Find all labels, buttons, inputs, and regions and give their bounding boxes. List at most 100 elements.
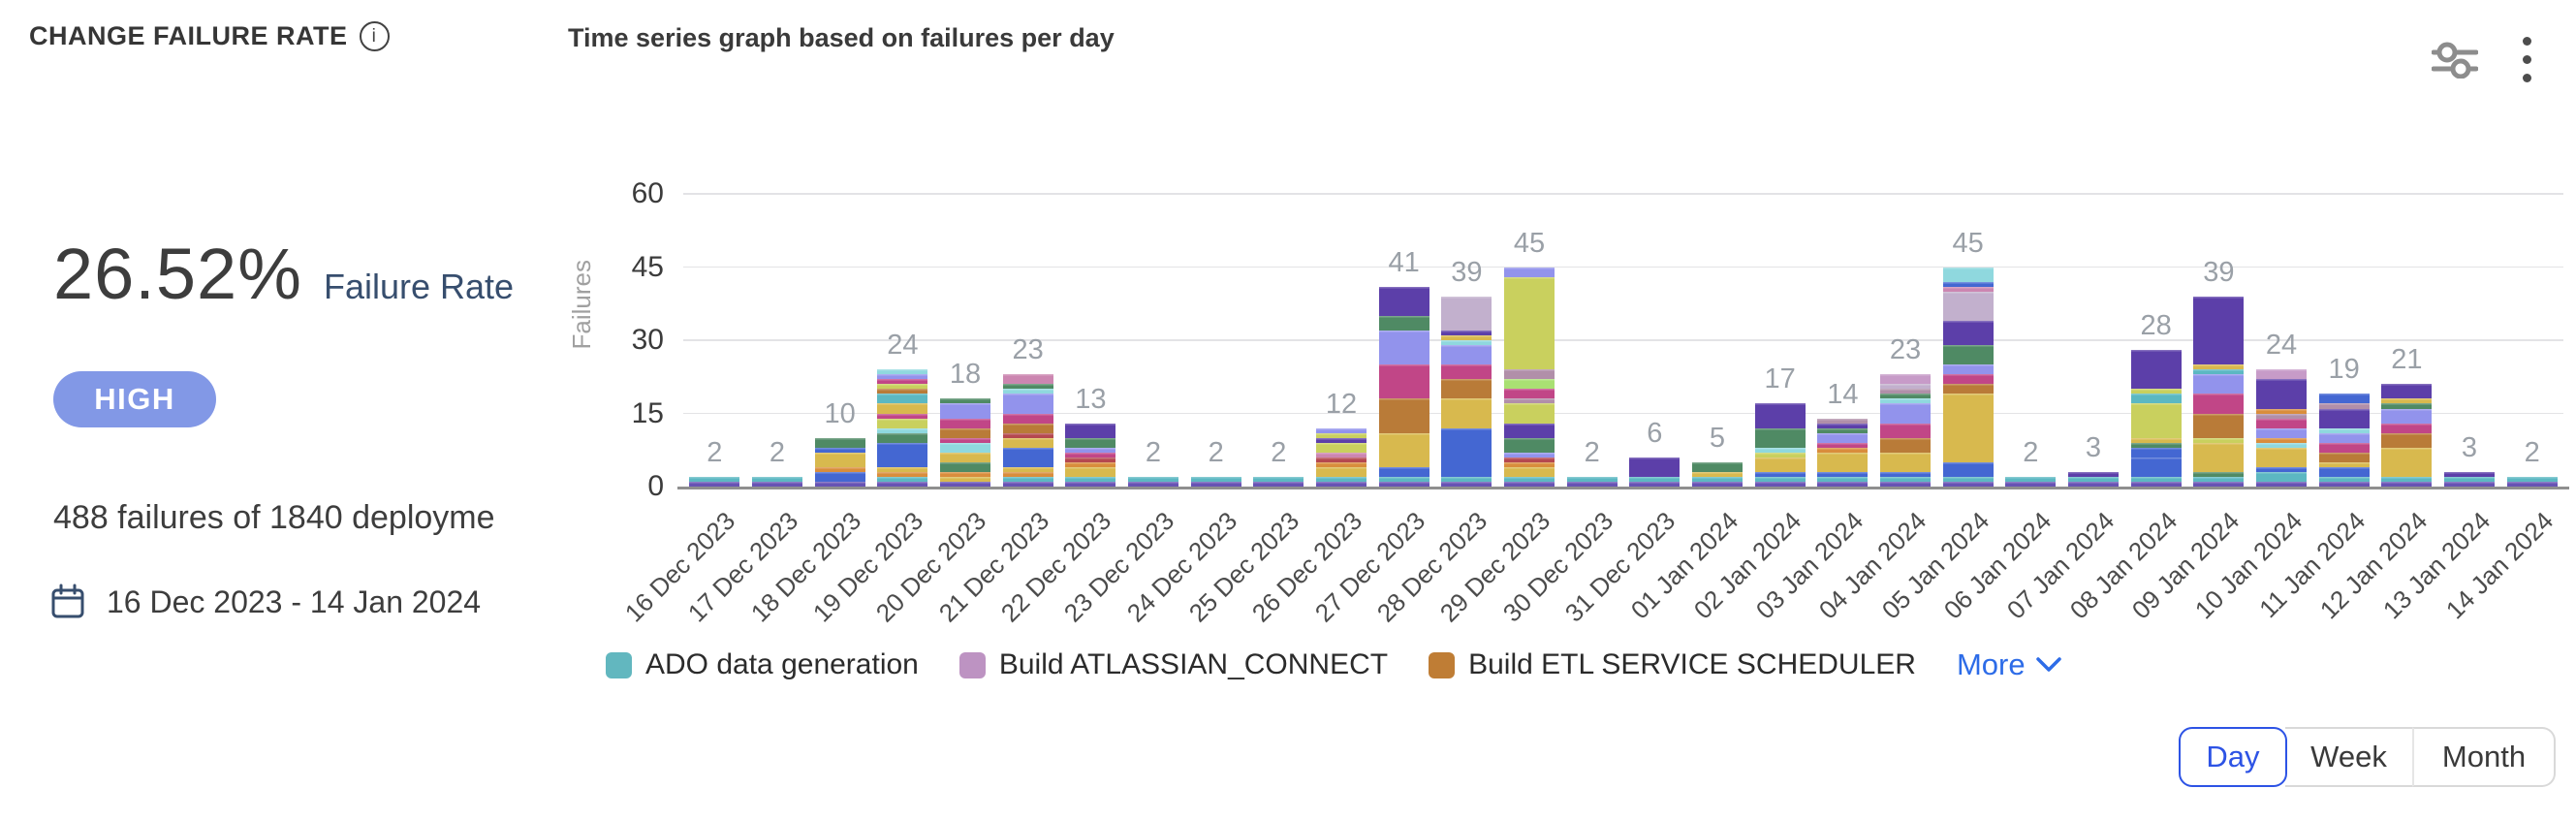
- header-actions: [2432, 37, 2531, 82]
- bar-segment: [1692, 471, 1743, 477]
- legend-label: Build ATLASSIAN_CONNECT: [998, 648, 1389, 680]
- stacked-bar[interactable]: [1190, 476, 1241, 487]
- stacked-bar[interactable]: [689, 476, 740, 487]
- bar-segment: [1316, 476, 1367, 482]
- bar-segment: [1754, 476, 1806, 482]
- stacked-bar[interactable]: [2444, 471, 2495, 487]
- bar-segment: [1942, 476, 1994, 482]
- bar-segment: [2193, 374, 2245, 394]
- bar-segment: [1190, 481, 1241, 487]
- bar-segment: [752, 476, 802, 482]
- bar-segment: [1504, 481, 1555, 487]
- bar-segment: [1880, 452, 1931, 472]
- bar-segment: [2381, 476, 2433, 482]
- bar-segment: [940, 476, 990, 482]
- bar-segment: [1378, 315, 1429, 331]
- bar-segment: [1002, 394, 1053, 414]
- stacked-bar[interactable]: [1378, 286, 1429, 487]
- legend-item[interactable]: Build ETL SERVICE SCHEDULER: [1429, 648, 1916, 681]
- stacked-bar[interactable]: [752, 476, 802, 487]
- stacked-bar[interactable]: [1504, 267, 1555, 487]
- bar-segment: [1880, 403, 1931, 424]
- legend-item[interactable]: Build ATLASSIAN_CONNECT: [958, 648, 1389, 681]
- bar-segment: [1441, 330, 1492, 336]
- bar-segment: [1378, 331, 1429, 365]
- bar-segment: [2318, 432, 2370, 443]
- bar-total-label: 39: [1451, 256, 1483, 288]
- bar-segment: [940, 403, 990, 419]
- bar-total-label: 14: [1827, 378, 1859, 410]
- stacked-bar[interactable]: [2068, 471, 2119, 487]
- bar-segment: [1128, 476, 1178, 482]
- bar-segment: [2256, 481, 2307, 487]
- tab-month[interactable]: Month: [2412, 727, 2556, 787]
- stacked-bar[interactable]: [1692, 461, 1743, 487]
- stacked-bar[interactable]: [940, 398, 990, 487]
- bar-segment: [814, 447, 865, 453]
- bar-segment: [877, 442, 928, 467]
- bar-segment: [1942, 384, 1994, 394]
- bar-segment: [1880, 389, 1931, 394]
- bar-segment: [2318, 394, 2370, 404]
- bar-segment: [2318, 442, 2370, 453]
- bar-segment: [1817, 476, 1869, 482]
- bar-total-label: 18: [949, 359, 982, 391]
- stacked-bar[interactable]: [1566, 476, 1618, 487]
- legend-swatch: [606, 651, 632, 678]
- stacked-bar[interactable]: [2193, 296, 2245, 487]
- stacked-bar[interactable]: [1880, 374, 1931, 487]
- bar-total-label: 24: [887, 330, 919, 362]
- bar-segment: [2256, 413, 2307, 419]
- bar-segment: [1629, 481, 1681, 487]
- stacked-bar[interactable]: [877, 369, 928, 487]
- stacked-bar[interactable]: [814, 437, 865, 487]
- stacked-bar[interactable]: [2130, 350, 2182, 487]
- bar-segment: [1065, 466, 1116, 477]
- bar-segment: [2130, 394, 2182, 404]
- stacked-bar[interactable]: [2506, 476, 2558, 487]
- x-axis-labels: 16 Dec 2023 17 Dec 2023 18 Dec 2023 19 Dec …: [619, 487, 2563, 661]
- bar-segment: [1065, 423, 1116, 438]
- bar-segment: [2005, 476, 2057, 482]
- stacked-bar[interactable]: [1817, 418, 1869, 487]
- stacked-bar[interactable]: [1316, 427, 1367, 487]
- bar-segment: [1504, 452, 1555, 457]
- bar-segment: [1504, 423, 1555, 438]
- info-icon[interactable]: i: [359, 21, 390, 51]
- bar-segment: [1002, 389, 1053, 394]
- bar-segment: [2318, 466, 2370, 477]
- bar-segment: [1002, 432, 1053, 438]
- bar-segment: [1817, 442, 1869, 448]
- bar-segment: [1065, 461, 1116, 467]
- bar-segment: [1316, 437, 1367, 443]
- stacked-bar[interactable]: [2005, 476, 2057, 487]
- bar-segment: [2130, 350, 2182, 390]
- stacked-bar[interactable]: [2318, 394, 2370, 487]
- bar-segment: [1378, 286, 1429, 316]
- time-series-chart: Failures 0 15 30 45 60 2 2 10 24 18 23 13 2 2 2 12 41 39…: [567, 87, 2576, 746]
- stacked-bar[interactable]: [1629, 457, 1681, 487]
- stacked-bar[interactable]: [1065, 423, 1116, 487]
- stacked-bar[interactable]: [1128, 476, 1178, 487]
- bar-segment: [1880, 476, 1931, 482]
- bar-segment: [1002, 466, 1053, 472]
- bar-segment: [1504, 398, 1555, 404]
- tab-week[interactable]: Week: [2285, 727, 2414, 787]
- legend-more-link[interactable]: More: [1957, 647, 2062, 682]
- stacked-bar[interactable]: [1441, 296, 1492, 487]
- legend-item[interactable]: ADO data generation: [606, 648, 919, 681]
- bar-segment: [940, 398, 990, 404]
- stacked-bar[interactable]: [1942, 267, 1994, 487]
- stacked-bar[interactable]: [2256, 369, 2307, 487]
- bar-segment: [1504, 457, 1555, 462]
- bar-total-label: 23: [1889, 334, 1922, 366]
- stacked-bar[interactable]: [2381, 384, 2433, 487]
- stacked-bar[interactable]: [1253, 476, 1304, 487]
- more-options-button[interactable]: [2523, 37, 2531, 82]
- tab-day[interactable]: Day: [2179, 727, 2287, 787]
- stacked-bar[interactable]: [1754, 403, 1806, 487]
- chart-settings-button[interactable]: [2432, 42, 2478, 79]
- bar-segment: [1504, 389, 1555, 399]
- bar-segment: [1378, 432, 1429, 467]
- stacked-bar[interactable]: [1002, 374, 1053, 487]
